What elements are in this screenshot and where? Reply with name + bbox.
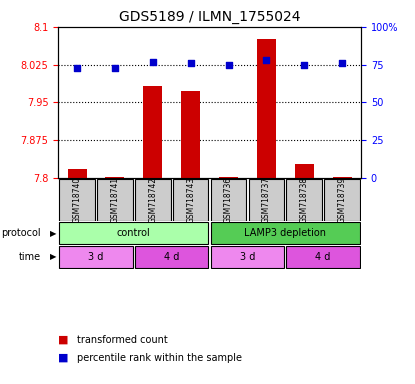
Text: 3 d: 3 d	[88, 252, 104, 262]
Point	[225, 61, 232, 68]
Point	[112, 65, 118, 71]
Text: GSM718740: GSM718740	[73, 177, 81, 223]
Bar	[143, 86, 162, 178]
Text: ■: ■	[58, 353, 68, 363]
Text: LAMP3 depletion: LAMP3 depletion	[244, 228, 326, 238]
Text: ▶: ▶	[50, 228, 56, 238]
Bar	[59, 179, 95, 221]
Bar	[68, 169, 86, 178]
Bar	[59, 222, 208, 244]
Text: 4 d: 4 d	[315, 252, 331, 262]
Text: 4 d: 4 d	[164, 252, 179, 262]
Text: control: control	[117, 228, 151, 238]
Point	[149, 59, 156, 65]
Bar	[105, 177, 124, 178]
Text: GSM718737: GSM718737	[262, 177, 271, 223]
Bar	[286, 246, 360, 268]
Text: 3 d: 3 d	[240, 252, 255, 262]
Bar	[59, 246, 133, 268]
Text: GSM718736: GSM718736	[224, 177, 233, 223]
Text: GSM718738: GSM718738	[300, 177, 309, 223]
Bar	[249, 179, 284, 221]
Point	[263, 57, 270, 63]
Text: ▶: ▶	[50, 252, 56, 262]
Bar	[211, 246, 284, 268]
Text: transformed count: transformed count	[77, 335, 168, 345]
Text: GSM718739: GSM718739	[338, 177, 347, 223]
Bar	[211, 222, 360, 244]
Bar	[257, 40, 276, 178]
Bar	[286, 179, 322, 221]
Point	[301, 61, 308, 68]
Text: percentile rank within the sample: percentile rank within the sample	[77, 353, 242, 363]
Bar	[135, 179, 171, 221]
Bar	[219, 177, 238, 178]
Point	[187, 60, 194, 66]
Bar	[324, 179, 360, 221]
Title: GDS5189 / ILMN_1755024: GDS5189 / ILMN_1755024	[119, 10, 300, 25]
Bar	[173, 179, 208, 221]
Bar	[211, 179, 247, 221]
Bar	[333, 177, 352, 178]
Bar	[181, 91, 200, 178]
Text: GSM718742: GSM718742	[148, 177, 157, 223]
Bar	[97, 179, 133, 221]
Point	[74, 65, 81, 71]
Text: protocol: protocol	[1, 228, 41, 238]
Point	[339, 60, 345, 66]
Text: GSM718741: GSM718741	[110, 177, 120, 223]
Text: ■: ■	[58, 335, 68, 345]
Bar	[295, 164, 314, 178]
Text: time: time	[19, 252, 41, 262]
Bar	[135, 246, 208, 268]
Text: GSM718743: GSM718743	[186, 177, 195, 223]
